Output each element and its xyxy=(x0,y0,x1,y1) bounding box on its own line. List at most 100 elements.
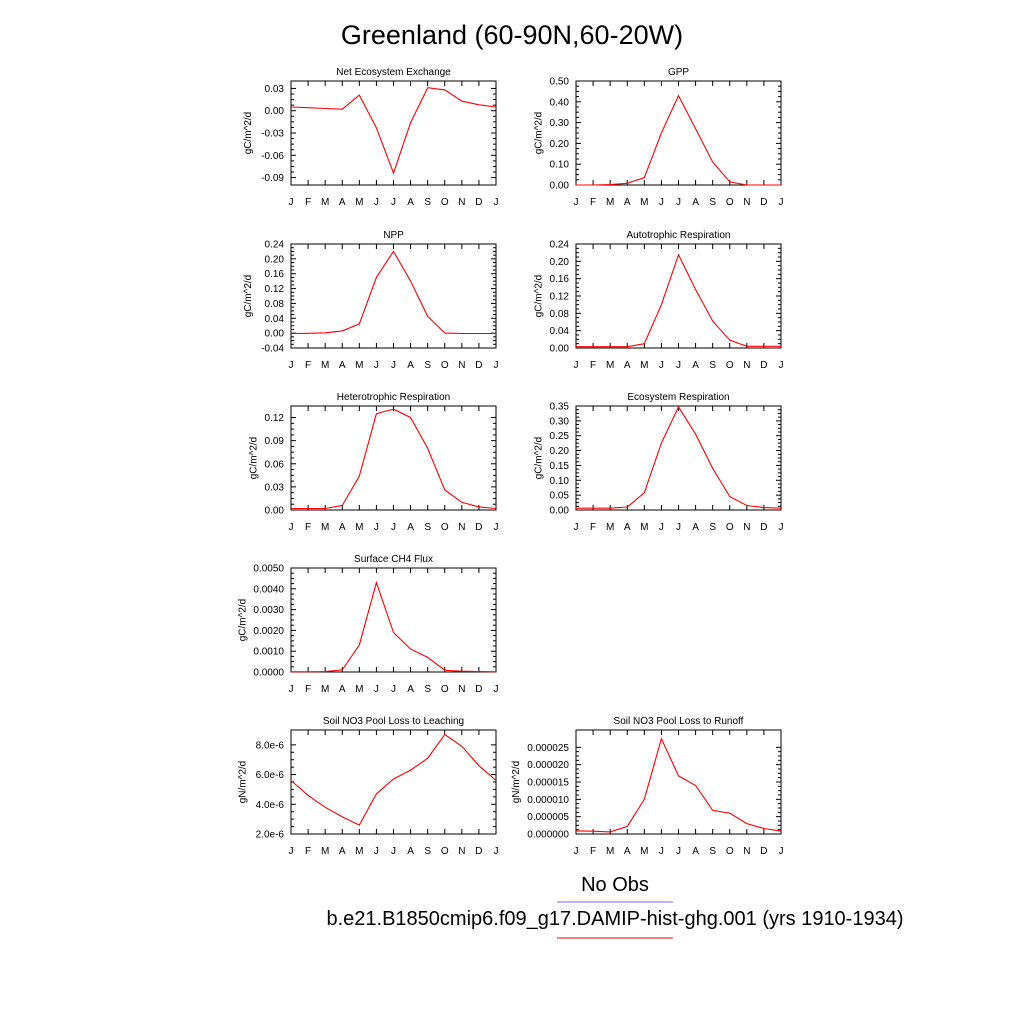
y-tick-label: 0.0000 xyxy=(253,668,284,679)
x-tick-label: J xyxy=(289,360,294,371)
x-tick-label: M xyxy=(640,522,648,533)
y-tick-label: 0.24 xyxy=(265,240,285,251)
x-tick-label: M xyxy=(321,522,329,533)
y-tick-label: 0.15 xyxy=(550,461,570,472)
x-tick-label: J xyxy=(779,197,784,208)
x-tick-label: J xyxy=(574,846,579,857)
x-tick-label: M xyxy=(606,360,614,371)
x-tick-label: O xyxy=(726,360,734,371)
x-tick-label: N xyxy=(458,684,465,695)
x-tick-label: N xyxy=(743,522,750,533)
y-tick-label: 0.0040 xyxy=(253,584,284,595)
y-tick-label: 0.12 xyxy=(550,292,570,303)
x-tick-label: M xyxy=(355,684,363,695)
series-line xyxy=(291,408,497,510)
x-tick-label: J xyxy=(391,846,396,857)
series-line xyxy=(576,94,781,186)
y-tick-label: 0.000015 xyxy=(527,778,569,789)
y-tick-label: 0.00 xyxy=(265,506,285,517)
x-tick-label: S xyxy=(709,846,716,857)
y-tick-label: 0.20 xyxy=(550,139,570,150)
x-tick-label: O xyxy=(726,197,734,208)
x-tick-label: M xyxy=(355,846,363,857)
x-tick-label: A xyxy=(624,522,631,533)
x-tick-label: J xyxy=(659,522,664,533)
x-tick-label: O xyxy=(726,846,734,857)
x-tick-label: O xyxy=(441,684,449,695)
y-tick-label: 0.04 xyxy=(550,326,570,337)
series-line xyxy=(290,250,496,335)
y-tick-label: 0.16 xyxy=(265,269,285,280)
y-tick-label: 0.03 xyxy=(265,482,285,493)
x-tick-label: J xyxy=(374,522,379,533)
x-tick-label: J xyxy=(659,197,664,208)
x-tick-label: J xyxy=(676,360,681,371)
y-axis-label: gC/m^2/d xyxy=(243,275,254,318)
y-tick-label: 0.08 xyxy=(265,299,285,310)
x-tick-label: A xyxy=(624,846,631,857)
x-tick-label: D xyxy=(475,360,482,371)
x-tick-label: A xyxy=(407,684,414,695)
x-tick-label: J xyxy=(391,360,396,371)
y-axis-label: gN/m^2/d xyxy=(237,761,248,804)
x-tick-label: O xyxy=(441,197,449,208)
panel-title: Soil NO3 Pool Loss to Leaching xyxy=(323,716,464,727)
series-line xyxy=(575,737,782,833)
x-tick-label: A xyxy=(692,197,699,208)
x-tick-label: D xyxy=(475,522,482,533)
x-tick-label: J xyxy=(494,197,499,208)
y-axis-label: gC/m^2/d xyxy=(249,437,260,480)
x-tick-label: O xyxy=(726,522,734,533)
panel-title: Heterotrophic Respiration xyxy=(337,392,450,403)
plot-frame xyxy=(290,729,497,835)
x-tick-label: J xyxy=(494,360,499,371)
y-tick-label: 0.0050 xyxy=(253,564,284,575)
x-tick-label: N xyxy=(458,846,465,857)
x-tick-label: J xyxy=(494,846,499,857)
x-tick-label: J xyxy=(779,846,784,857)
x-tick-label: A xyxy=(407,846,414,857)
y-tick-label: 6.0e-6 xyxy=(256,770,285,781)
x-tick-label: A xyxy=(624,360,631,371)
x-tick-label: A xyxy=(339,197,346,208)
y-axis-label: gC/m^2/d xyxy=(243,112,254,155)
x-tick-label: S xyxy=(424,522,431,533)
x-tick-label: A xyxy=(692,522,699,533)
x-tick-label: J xyxy=(676,197,681,208)
series-line xyxy=(576,253,781,348)
y-tick-label: 0.00 xyxy=(265,329,285,340)
y-tick-label: 0.000020 xyxy=(527,760,569,771)
x-tick-label: A xyxy=(339,360,346,371)
x-tick-label: F xyxy=(590,522,596,533)
y-tick-label: 0.09 xyxy=(265,436,285,447)
x-tick-label: J xyxy=(391,197,396,208)
x-tick-label: J xyxy=(574,360,579,371)
y-axis-label: gC/m^2/d xyxy=(534,437,545,480)
x-tick-label: J xyxy=(374,684,379,695)
y-tick-label: 0.20 xyxy=(265,254,285,265)
series-line xyxy=(576,405,782,509)
x-tick-label: N xyxy=(743,197,750,208)
x-tick-label: J xyxy=(779,522,784,533)
x-tick-label: D xyxy=(760,197,767,208)
y-tick-label: 0.000010 xyxy=(527,795,569,806)
x-tick-label: O xyxy=(441,846,449,857)
x-tick-label: J xyxy=(391,522,396,533)
x-tick-label: M xyxy=(321,360,329,371)
x-tick-label: O xyxy=(441,522,449,533)
y-tick-label: 0.30 xyxy=(550,416,570,427)
y-tick-label: 0.0030 xyxy=(253,605,284,616)
x-tick-label: J xyxy=(374,197,379,208)
series-line xyxy=(290,87,497,175)
x-tick-label: M xyxy=(606,846,614,857)
x-tick-label: J xyxy=(289,846,294,857)
x-tick-label: M xyxy=(355,197,363,208)
x-tick-label: A xyxy=(407,522,414,533)
plot-frame xyxy=(290,567,497,673)
x-tick-label: D xyxy=(760,360,767,371)
